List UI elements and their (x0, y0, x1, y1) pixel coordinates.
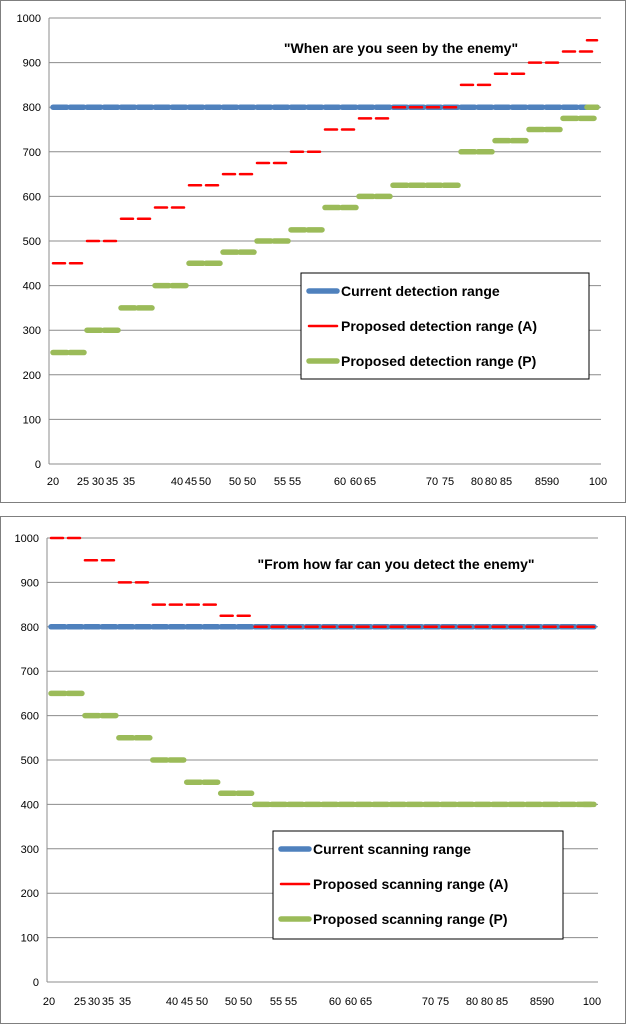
y-tick-label: 700 (23, 147, 41, 159)
x-tick-label: 60 (334, 476, 346, 488)
legend-entry: Proposed detection range (P) (341, 353, 536, 369)
x-tick-label: 25 (77, 476, 89, 488)
y-tick-label: 400 (21, 799, 39, 811)
legend-entry: Current detection range (341, 283, 500, 299)
scanning-chart-panel: 0 100 200 300 400 500 600 700 800 900 1000 20 25 30 35… (0, 516, 626, 1024)
y-tick-label: 300 (21, 844, 39, 856)
y-tick-label: 500 (23, 236, 41, 248)
x-tick-label: 55 (285, 996, 297, 1008)
x-tick-label: 50 (240, 996, 252, 1008)
x-tick-label: 50 (229, 476, 241, 488)
x-tick-label: 80 (481, 996, 493, 1008)
y-tick-label: 100 (21, 933, 39, 945)
x-tick-label: 65 (364, 476, 376, 488)
x-tick-label: 20 (43, 996, 55, 1008)
y-tick-label: 900 (21, 577, 39, 589)
y-tick-label: 100 (23, 414, 41, 426)
y-tick-label: 900 (23, 58, 41, 70)
y-tick-label: 300 (23, 325, 41, 337)
x-tick-label: 35 (106, 476, 118, 488)
y-tick-label: 400 (23, 281, 41, 293)
chart-title: "From how far can you detect the enemy" (258, 556, 535, 572)
legend-entry: Current scanning range (313, 841, 471, 857)
x-tick-label: 100 (589, 476, 607, 488)
x-tick-label: 80 (466, 996, 478, 1008)
x-tick-label: 25 (74, 996, 86, 1008)
legend-box (272, 830, 564, 940)
x-tick-label: 75 (442, 476, 454, 488)
x-tick-label: 35 (123, 476, 135, 488)
y-tick-label: 1000 (17, 13, 41, 25)
x-tick-label: 45 (185, 476, 197, 488)
x-tick-label: 50 (199, 476, 211, 488)
x-tick-label: 60 (350, 476, 362, 488)
legend-entry: Proposed detection range (A) (341, 318, 537, 334)
x-tick-label: 85 (496, 996, 508, 1008)
x-tick-label: 50 (196, 996, 208, 1008)
legend-box (300, 272, 590, 380)
x-tick-label: 70 (422, 996, 434, 1008)
x-tick-label: 80 (485, 476, 497, 488)
detection-chart-panel: 0 100 200 300 400 500 600 700 800 900 1000 20 25 30 35… (0, 0, 626, 503)
x-tick-label: 75 (437, 996, 449, 1008)
x-tick-label: 50 (225, 996, 237, 1008)
chart-title: "When are you seen by the enemy" (284, 40, 518, 56)
x-tick-label: 90 (542, 996, 554, 1008)
x-tick-label: 55 (274, 476, 286, 488)
x-tick-label: 30 (92, 476, 104, 488)
y-tick-label: 600 (21, 711, 39, 723)
y-tick-label: 800 (23, 102, 41, 114)
y-tick-label: 0 (35, 459, 41, 471)
x-tick-label: 50 (244, 476, 256, 488)
x-tick-label: 90 (547, 476, 559, 488)
y-tick-label: 200 (23, 370, 41, 382)
x-tick-label: 35 (119, 996, 131, 1008)
x-tick-label: 85 (530, 996, 542, 1008)
x-tick-label: 45 (181, 996, 193, 1008)
x-tick-label: 65 (360, 996, 372, 1008)
y-tick-label: 600 (23, 191, 41, 203)
x-tick-label: 55 (270, 996, 282, 1008)
legend-entry: Proposed scanning range (A) (313, 876, 508, 892)
x-tick-label: 80 (471, 476, 483, 488)
x-tick-label: 40 (171, 476, 183, 488)
x-tick-label: 85 (535, 476, 547, 488)
x-tick-label: 60 (329, 996, 341, 1008)
legend-entry: Proposed scanning range (P) (313, 911, 507, 927)
x-tick-label: 30 (88, 996, 100, 1008)
y-tick-label: 1000 (15, 533, 39, 545)
x-tick-label: 70 (426, 476, 438, 488)
y-tick-label: 700 (21, 666, 39, 678)
x-tick-label: 60 (345, 996, 357, 1008)
y-tick-label: 200 (21, 888, 39, 900)
y-tick-label: 500 (21, 755, 39, 767)
x-tick-label: 40 (166, 996, 178, 1008)
x-tick-label: 20 (47, 476, 59, 488)
y-tick-label: 800 (21, 622, 39, 634)
x-tick-label: 85 (500, 476, 512, 488)
x-tick-label: 100 (583, 996, 601, 1008)
y-tick-label: 0 (33, 977, 39, 989)
x-tick-label: 55 (289, 476, 301, 488)
x-tick-label: 35 (102, 996, 114, 1008)
